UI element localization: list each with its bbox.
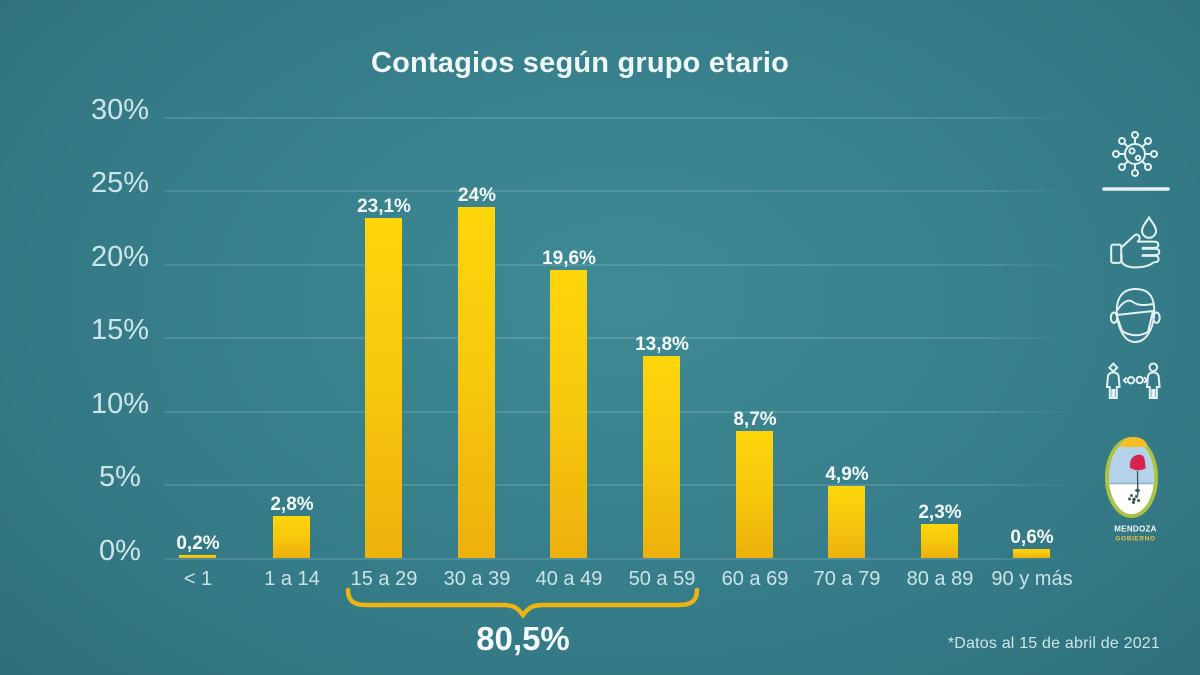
svg-text:GOBIERNO: GOBIERNO xyxy=(1115,536,1155,543)
svg-text:MENDOZA: MENDOZA xyxy=(1114,525,1157,534)
